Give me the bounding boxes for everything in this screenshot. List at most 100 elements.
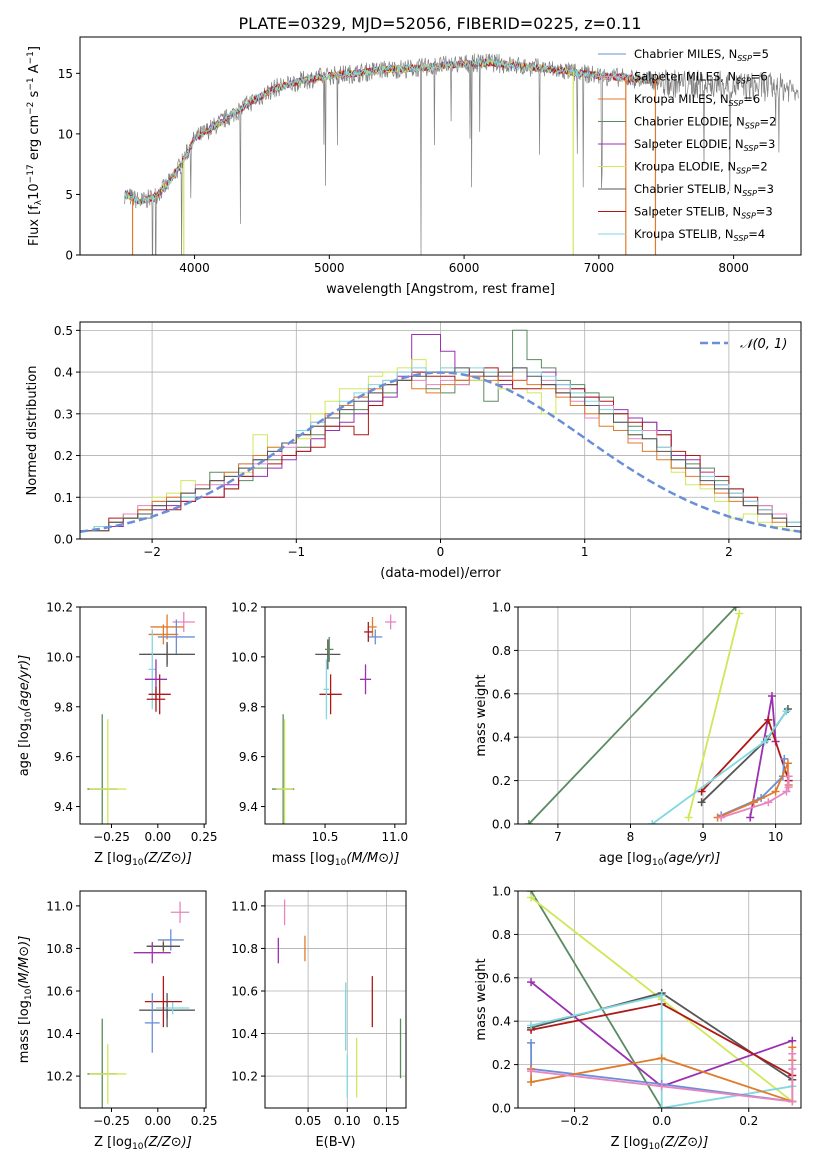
y-tick-label: 0.5 — [54, 324, 73, 338]
y-tick-label: 11.0 — [231, 899, 258, 913]
x-tick-label: 0.25 — [191, 830, 218, 844]
axes-frame — [264, 890, 407, 1109]
y-tick-label: 10.2 — [46, 601, 73, 615]
y-tick-label: 11.0 — [46, 899, 73, 913]
error-bar-point — [368, 616, 377, 637]
y-axis-label: Flux [fλ10−17 erg cm−2 s−1 A−1] — [26, 46, 44, 246]
x-tick-label: 10.5 — [312, 830, 339, 844]
y-tick-label: 10.8 — [46, 942, 73, 956]
error-bar-point — [148, 674, 171, 715]
y-tick-label: 10.2 — [231, 601, 258, 615]
x-axis-label: Z [log10(Z/Z⊙)] — [611, 1135, 709, 1152]
plot-area — [87, 901, 195, 1108]
y-tick-label: 0.8 — [492, 644, 511, 658]
axes-frame — [79, 890, 207, 1109]
plus-marker — [657, 1104, 666, 1108]
normal-curve-line — [80, 371, 801, 533]
plus-marker — [784, 772, 793, 781]
panel-spectrum: Chabrier MILES, NSSP=5 Salpeter MILES, NS… — [26, 36, 802, 297]
plus-marker — [527, 978, 536, 987]
error-bar-point — [364, 621, 373, 642]
y-tick-label: 10.4 — [231, 1027, 258, 1041]
y-tick-label: 5 — [65, 188, 73, 202]
error-bar-point — [315, 639, 341, 670]
y-tick-label: 10.2 — [46, 1070, 73, 1084]
y-axis-label: mass weight — [474, 958, 489, 1040]
error-bar-point — [133, 942, 171, 964]
y-tick-label: 9.6 — [239, 750, 258, 764]
y-tick-label: 0.0 — [492, 818, 511, 832]
plus-marker — [767, 691, 776, 700]
panel-mass-age: 10.5 11.0 9.4 9.6 9.8 10.0 10.2 mass [log10(M/M… — [231, 601, 408, 869]
x-tick-label: −0.25 — [93, 1114, 130, 1128]
panel-z-age: −0.25 0.00 0.25 9.4 9.6 9.8 10.0 10.2 Z [log10(Z… — [17, 601, 218, 869]
x-axis-label: E(B-V) — [315, 1135, 355, 1150]
y-axis-label: mass [log10(M/M⊙)] — [17, 936, 34, 1064]
panel-ebv-mass: 0.05 0.10 0.15 10.2 10.4 10.6 10.8 11.0 E(B-V) — [231, 890, 407, 1150]
panel-z-mass: −0.25 0.00 0.25 10.2 10.4 10.6 10.8 11.0 Z [log1… — [17, 890, 218, 1152]
error-bar-point — [325, 636, 334, 662]
x-tick-label: 0.00 — [144, 1114, 171, 1128]
y-axis-label: Normed distribution — [25, 366, 40, 496]
weight-series-line — [530, 994, 793, 1108]
x-axis-label: age [log10(age/yr)] — [599, 851, 721, 868]
x-tick-label: 1 — [581, 545, 589, 559]
plus-marker — [782, 707, 791, 716]
error-bar-point — [323, 659, 330, 720]
plus-marker — [527, 893, 536, 902]
y-tick-label: 0.8 — [492, 928, 511, 942]
y-tick-label: 9.8 — [239, 700, 258, 714]
panel-z-massweight: −0.2 0.0 0.2 0.0 0.2 0.4 0.6 0.8 1.0 Z [log10(Z/Z… — [474, 885, 802, 1152]
x-tick-label: 0.25 — [191, 1114, 218, 1128]
x-axis-label: mass [log10(M/M⊙)] — [272, 851, 400, 868]
y-tick-label: 0.6 — [492, 687, 511, 701]
error-bar-point — [155, 1001, 190, 1015]
error-bar-point — [146, 686, 166, 712]
error-bar-point — [144, 976, 182, 1028]
x-tick-label: 7000 — [584, 261, 615, 275]
chart-layer: Chabrier MILES, NSSP=5 Salpeter MILES, NS… — [17, 36, 802, 1152]
y-tick-label: 0.1 — [54, 491, 73, 505]
legend-label: Chabrier STELIB, NSSP=3 — [634, 182, 774, 198]
y-axis-label: mass weight — [474, 674, 489, 756]
y-tick-label: 10.6 — [46, 984, 73, 998]
x-tick-label: 0.10 — [334, 1114, 361, 1128]
y-tick-label: 10.0 — [231, 650, 258, 664]
plus-marker — [771, 787, 780, 796]
x-tick-label: 0.00 — [144, 830, 171, 844]
axes-frame — [79, 36, 802, 256]
y-tick-label: 9.4 — [54, 800, 73, 814]
legend: Chabrier MILES, NSSP=5 Salpeter MILES, NS… — [598, 47, 776, 243]
axes-frame — [264, 606, 407, 825]
error-bar-point — [139, 993, 195, 1028]
legend-label: Salpeter MILES, NSSP=6 — [634, 70, 768, 86]
y-tick-label: 9.8 — [54, 700, 73, 714]
error-bar-point — [157, 929, 184, 951]
error-bar-point — [148, 624, 179, 645]
y-tick-label: 15 — [58, 67, 73, 81]
legend-label: Salpeter ELODIE, NSSP=3 — [634, 137, 775, 153]
x-tick-label: 11.0 — [381, 830, 408, 844]
model-spectrum-line — [124, 58, 660, 205]
x-axis-label: Z [log10(Z/Z⊙)] — [94, 851, 192, 868]
y-tick-label: 0.4 — [54, 366, 73, 380]
y-tick-label: 0.0 — [492, 1102, 511, 1116]
x-tick-label: 8000 — [718, 261, 749, 275]
weight-series-line — [530, 1042, 793, 1103]
y-tick-label: 10 — [58, 127, 73, 141]
figure-title: PLATE=0329, MJD=52056, FIBERID=0225, z=0… — [238, 14, 641, 33]
histogram-series — [80, 367, 801, 539]
plus-marker — [784, 783, 793, 792]
y-tick-label: 10.0 — [46, 650, 73, 664]
y-tick-label: 1.0 — [492, 885, 511, 899]
error-bar-point — [359, 664, 372, 695]
plus-marker — [527, 1067, 536, 1076]
x-tick-label: 5000 — [314, 261, 345, 275]
x-axis-label: Z [log10(Z/Z⊙)] — [94, 1135, 192, 1152]
x-tick-label: −2 — [143, 545, 161, 559]
error-bar-point — [385, 614, 397, 630]
x-tick-label: −1 — [287, 545, 305, 559]
axes-frame — [517, 606, 802, 825]
error-bar-point — [276, 719, 293, 824]
legend-label: Kroupa STELIB, NSSP=4 — [634, 227, 765, 243]
